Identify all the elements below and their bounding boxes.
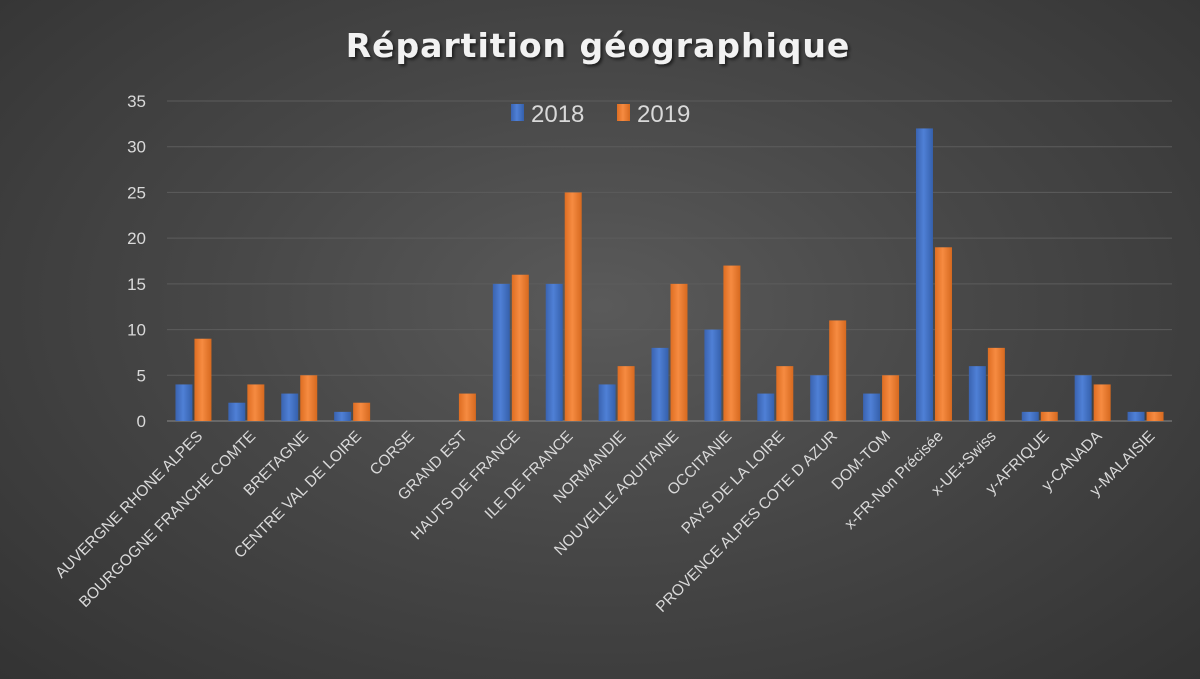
x-tick-label: x-FR-Non Précisée	[842, 428, 947, 533]
bar-2019	[670, 283, 688, 421]
legend-label: 2018	[531, 101, 584, 128]
y-tick-label: 5	[137, 366, 146, 385]
x-tick-label: PAYS DE LA LOIRE	[678, 428, 788, 538]
bar-2019	[987, 347, 1005, 421]
bar-2018	[545, 283, 563, 421]
chart-title: Répartition géographique	[346, 26, 851, 65]
x-tick-label: ILE DE FRANCE	[482, 428, 577, 523]
bar-2018	[175, 384, 193, 421]
bar-2018	[334, 411, 352, 421]
legend-label: 2019	[637, 101, 690, 128]
bar-2018	[1127, 411, 1145, 421]
bar-2018	[281, 393, 299, 421]
y-tick-label: 15	[127, 275, 146, 294]
bar-2019	[247, 384, 265, 421]
y-tick-label: 20	[127, 229, 146, 248]
bar-2019	[723, 265, 741, 421]
bar-2018	[492, 283, 510, 421]
bar-2018	[651, 347, 669, 421]
bar-2019	[1093, 384, 1111, 421]
bar-2019	[882, 375, 900, 421]
bar-2018	[915, 128, 933, 421]
bar-2019	[1146, 411, 1164, 421]
bar-2019	[300, 375, 318, 421]
bar-2019	[353, 402, 371, 421]
bar-2018	[1074, 375, 1092, 421]
bar-2019	[564, 192, 582, 421]
bar-2018	[598, 384, 616, 421]
legend-swatch	[511, 104, 524, 121]
y-tick-label: 10	[127, 321, 146, 340]
y-tick-label: 30	[127, 138, 146, 157]
gridlines	[167, 100, 1172, 422]
bar-2019	[194, 338, 212, 421]
bar-2019	[511, 274, 529, 421]
y-tick-label: 0	[137, 412, 146, 431]
bar-2018	[810, 375, 828, 421]
y-axis-ticks: 0 5 10 15 20 25 30 35	[127, 92, 146, 431]
bar-2018	[1021, 411, 1039, 421]
x-tick-label: CORSE	[367, 428, 418, 479]
legend-swatch	[617, 104, 630, 121]
bar-2019	[458, 393, 476, 421]
y-tick-label: 25	[127, 183, 146, 202]
bar-2018	[863, 393, 881, 421]
bar-2019	[776, 366, 794, 421]
bar-2018	[968, 366, 986, 421]
bar-2018	[228, 402, 246, 421]
bar-2018	[757, 393, 775, 421]
bar-2019	[617, 366, 635, 421]
bar-2018	[704, 329, 722, 421]
y-tick-label: 35	[127, 92, 146, 111]
bar-2019	[934, 247, 952, 421]
legend: 2018 2019	[511, 101, 690, 128]
bar-2019	[1040, 411, 1058, 421]
bars	[175, 128, 1164, 421]
bar-2019	[829, 320, 847, 421]
